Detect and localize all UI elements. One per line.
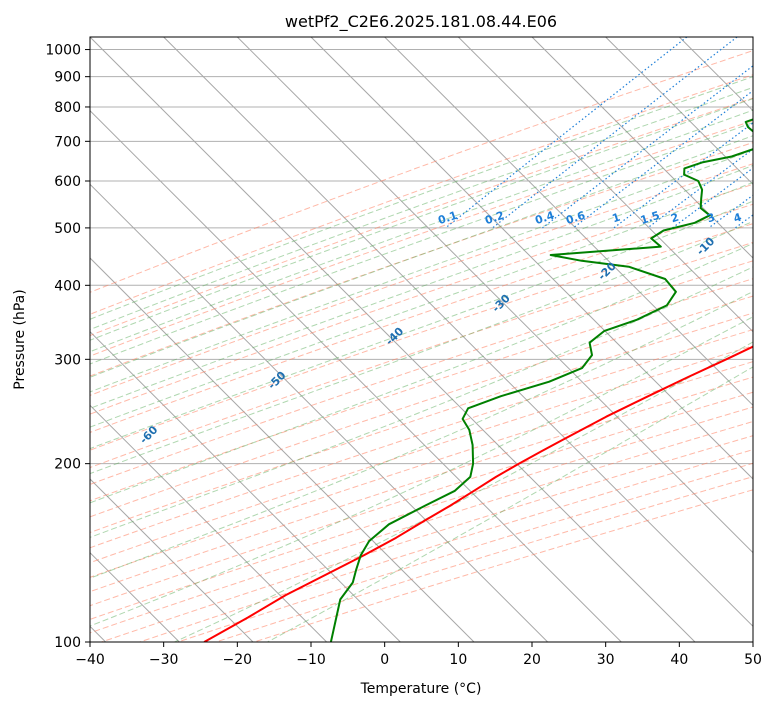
isotherm-line (0, 37, 400, 642)
plot-frame (90, 37, 753, 642)
mixing-ratio-label: 0.6 (564, 209, 587, 227)
isotherm-label: -70 (6, 480, 29, 503)
x-tick-label: 30 (597, 652, 615, 668)
dry-adiabat-line (102, 37, 775, 642)
x-axis-title: Temperature (°C) (360, 681, 482, 697)
mixing-ratio-label: 0.1 (436, 209, 459, 227)
mixing-ratio-label: 4 (732, 211, 744, 226)
y-tick-label: 300 (54, 352, 81, 368)
y-tick-label: 800 (54, 100, 81, 116)
x-tick-label: −20 (223, 652, 253, 668)
x-tick-label: 40 (670, 652, 688, 668)
y-tick-label: 700 (54, 134, 81, 150)
axis-ticks: −40 −30 −20 −10 0 10 20 30 40 50 100 200 300 400 500 60… (45, 43, 762, 668)
mixing-ratio-label: 0.4 (533, 209, 556, 227)
y-tick-label: 900 (54, 70, 81, 86)
x-tick-label: 20 (523, 652, 541, 668)
chart-title: wetPf2_C2E6.2025.181.08.44.E06 (285, 12, 557, 32)
moist-adiabat-line (268, 37, 775, 642)
mixing-ratio-label: 1 (611, 211, 622, 226)
dry-adiabat-line (178, 37, 775, 642)
isotherm-line (458, 37, 775, 642)
isotherm-line (0, 37, 474, 642)
isotherm-label: -30 (490, 292, 513, 315)
x-tick-label: −10 (296, 652, 326, 668)
mixing-ratio-label: 6 (771, 211, 775, 226)
x-tick-label: 50 (744, 652, 762, 668)
isotherm-line (237, 37, 775, 642)
y-tick-label: 600 (54, 174, 81, 190)
isotherm-line (385, 37, 775, 642)
mixing-ratio-label: 3 (705, 211, 716, 226)
isotherm-line (679, 37, 775, 642)
x-tick-label: 10 (449, 652, 467, 668)
y-tick-label: 500 (54, 221, 81, 237)
x-tick-label: −30 (149, 652, 179, 668)
isotherm-line (0, 37, 327, 642)
isotherm-line (164, 37, 769, 642)
y-tick-label: 200 (54, 457, 81, 473)
mixing-ratio-line (672, 37, 775, 228)
isotherm-line (0, 37, 253, 642)
mixing-ratio-label: 1.5 (639, 209, 662, 227)
mixing-ratio-line (573, 37, 775, 228)
mixing-ratio-line (709, 37, 775, 228)
isotherm-label: -50 (265, 369, 288, 392)
y-tick-label: 1000 (45, 43, 81, 59)
mixing-ratio-label: 0.2 (483, 209, 506, 227)
y-tick-label: 400 (54, 278, 81, 294)
isotherm-line (16, 37, 621, 642)
mixing-ratio-label: 2 (669, 211, 680, 226)
x-tick-label: −40 (75, 652, 105, 668)
y-axis-title: Pressure (hPa) (12, 289, 28, 389)
dry-adiabat-line (216, 37, 775, 642)
isotherm-label: -40 (383, 324, 406, 347)
x-tick-label: 0 (380, 652, 389, 668)
isotherm-line (753, 37, 775, 642)
y-tick-label: 100 (54, 635, 81, 651)
mixing-ratio-line (735, 37, 775, 228)
